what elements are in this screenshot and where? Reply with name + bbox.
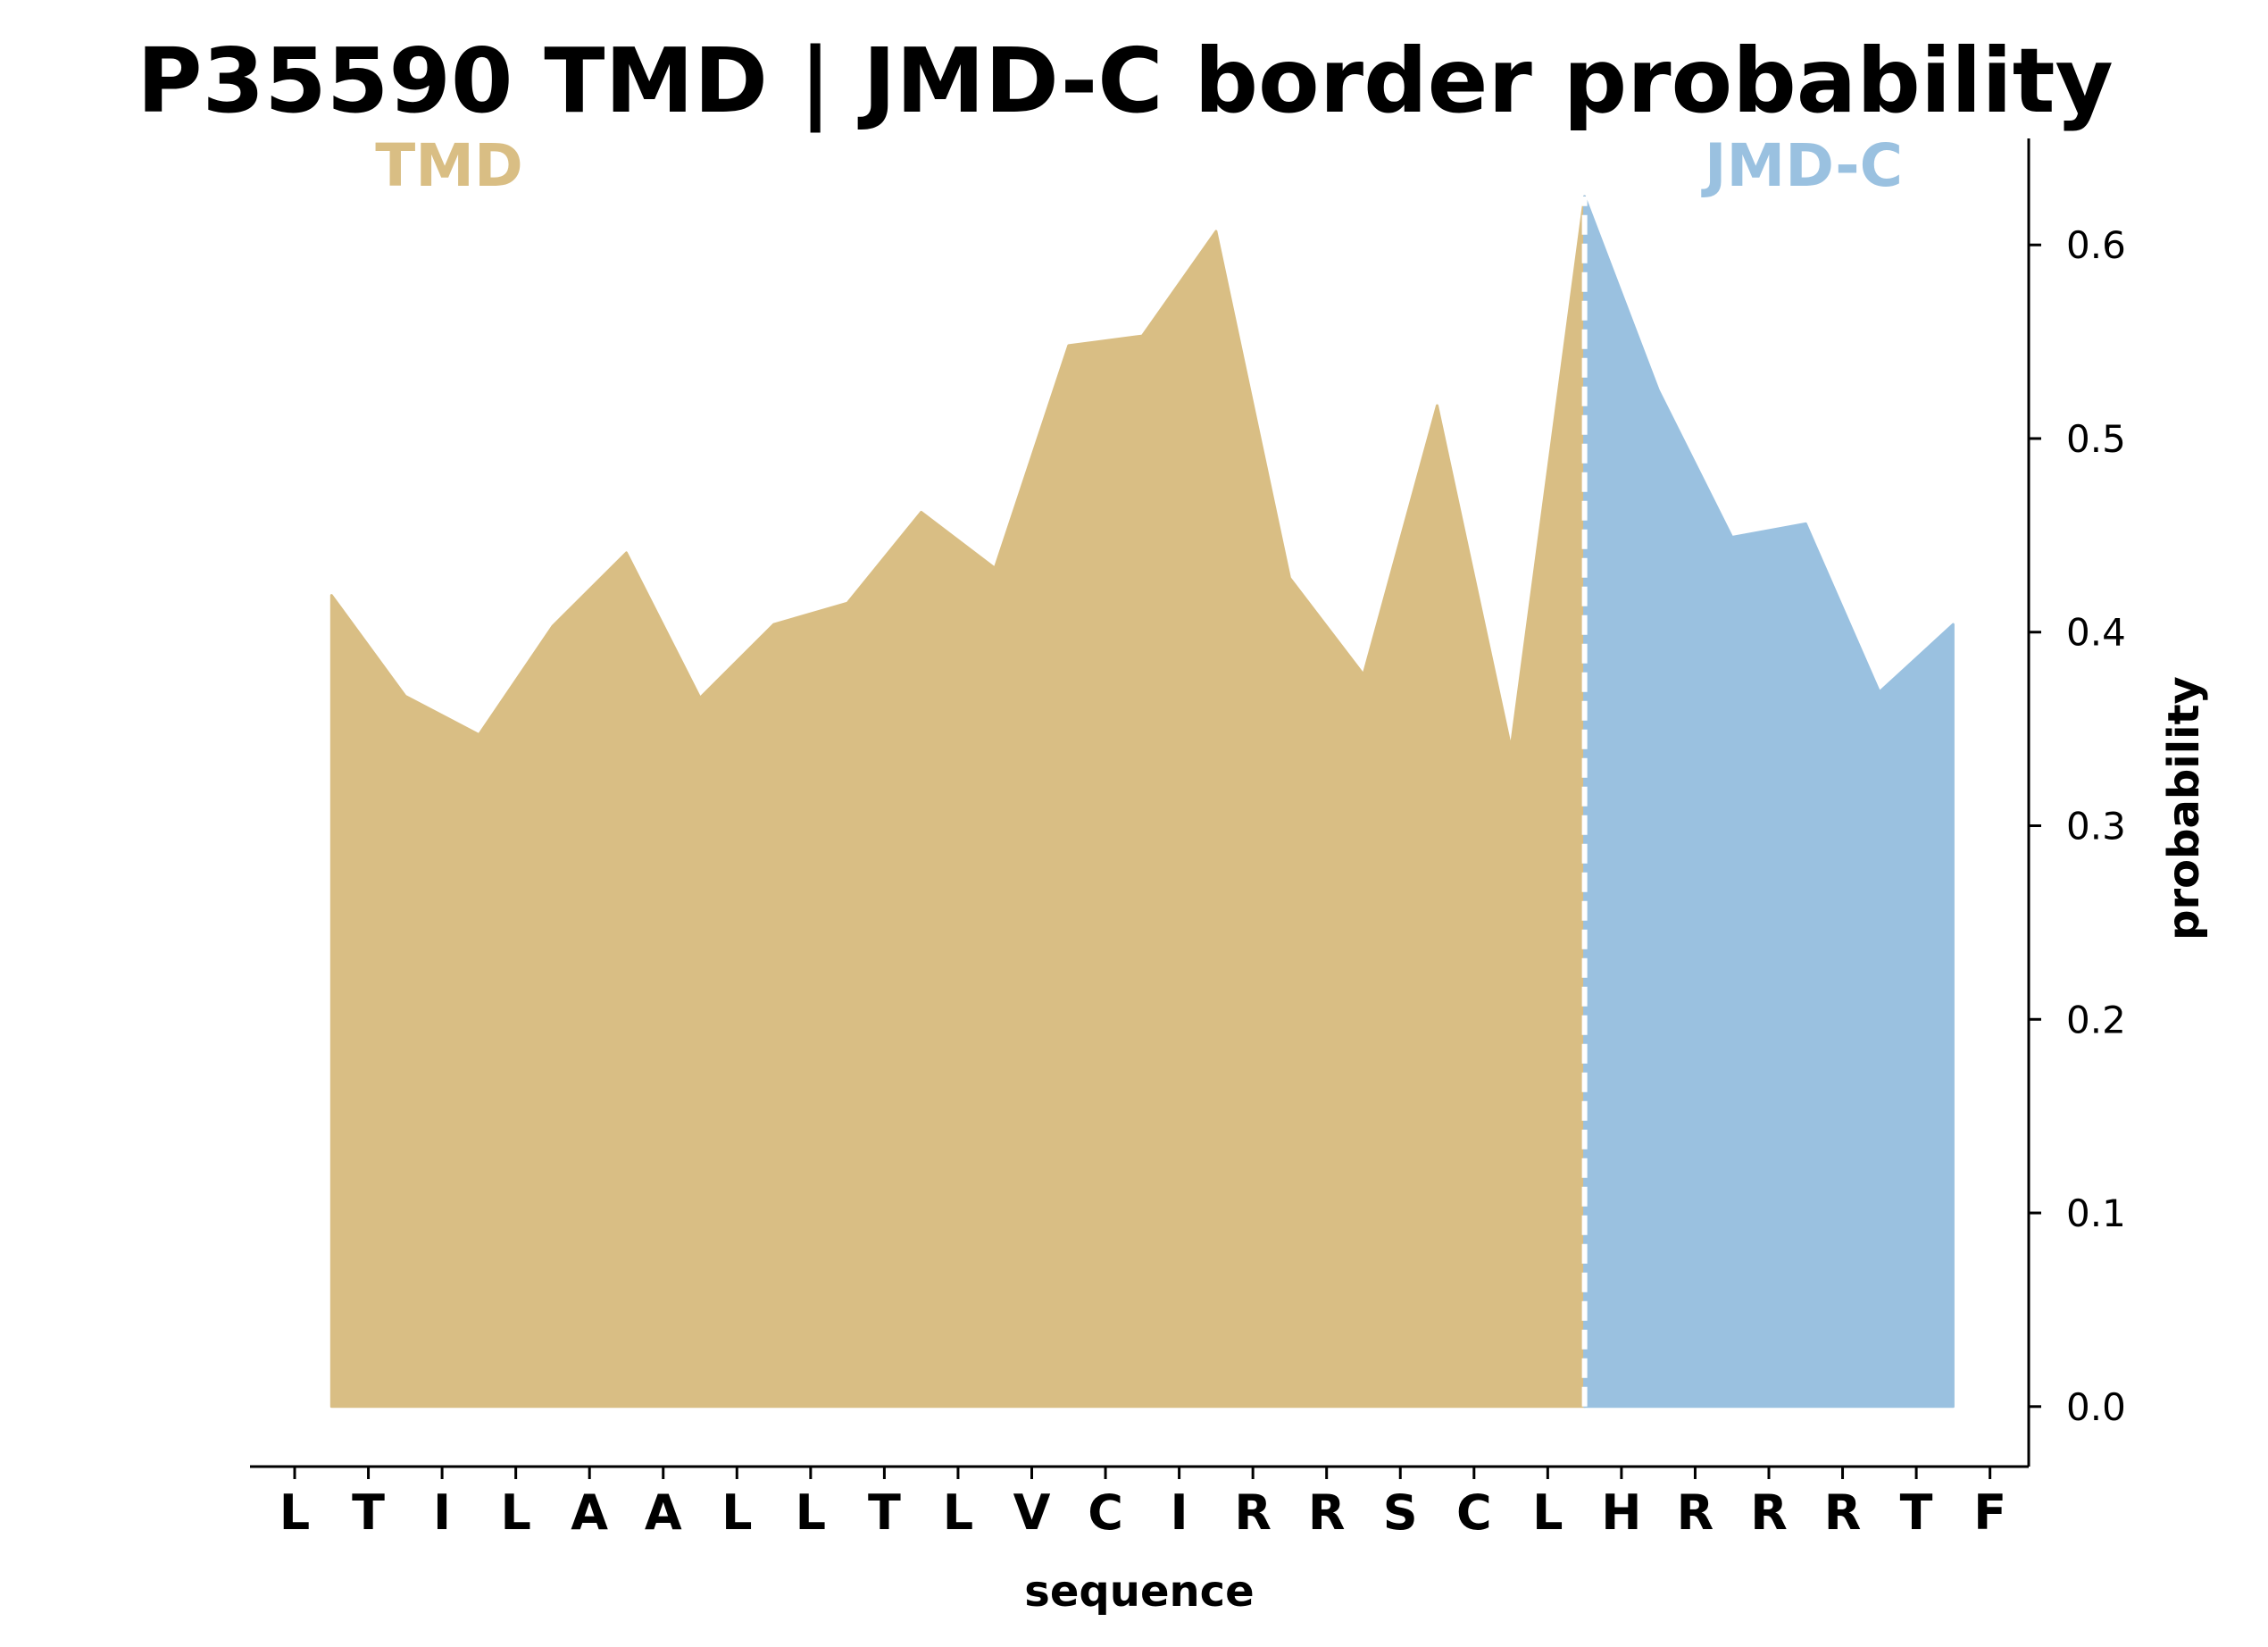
area-jmd-c (1583, 195, 1955, 1409)
area-series-group (329, 195, 1955, 1409)
x-tick-label: L (943, 1484, 973, 1541)
x-tick-label: L (500, 1484, 530, 1541)
y-tick-label: 0.0 (2066, 1385, 2126, 1429)
y-tick-label: 0.2 (2066, 998, 2126, 1041)
area-tmd (329, 195, 1587, 1409)
x-tick-label: I (433, 1484, 451, 1541)
x-tick-label: H (1601, 1484, 1641, 1541)
x-tick-label: R (1308, 1484, 1346, 1541)
y-tick-label: 0.5 (2066, 417, 2126, 461)
x-tick-label: V (1013, 1484, 1051, 1541)
y-tick-label: 0.3 (2066, 805, 2126, 849)
x-tick-label: L (279, 1484, 310, 1541)
x-tick-label: A (571, 1484, 608, 1541)
x-tick-label: R (1824, 1484, 1862, 1541)
y-axis: 0.0 0.1 0.2 0.3 0.4 0.5 0.6 (2027, 138, 2126, 1467)
x-axis-label: sequence (1024, 1567, 1254, 1617)
x-tick-label: R (1750, 1484, 1788, 1541)
x-tick-label: T (1900, 1484, 1933, 1541)
x-tick-label: L (1532, 1484, 1563, 1541)
region-label-tmd: TMD (375, 131, 522, 200)
x-tick-label: T (868, 1484, 901, 1541)
x-tick-label: C (1456, 1484, 1492, 1541)
x-tick-label: F (1973, 1484, 2006, 1541)
x-tick-label: R (1677, 1484, 1714, 1541)
x-tick-label: I (1171, 1484, 1188, 1541)
x-tick-label: A (645, 1484, 682, 1541)
x-tick-label: C (1088, 1484, 1123, 1541)
x-tick-label: R (1234, 1484, 1272, 1541)
y-tick-label: 0.4 (2066, 611, 2126, 655)
x-tick-label: T (352, 1484, 385, 1541)
x-tick-label: L (721, 1484, 752, 1541)
y-tick-label: 0.1 (2066, 1191, 2126, 1235)
y-tick-label: 0.6 (2066, 223, 2126, 267)
x-tick-label: L (796, 1484, 826, 1541)
x-tick-label: S (1383, 1484, 1418, 1541)
chart-title: P35590 TMD | JMD-C border probability (137, 29, 2113, 133)
y-axis-label: probability (2159, 676, 2209, 941)
region-label-jmd-c: JMD-C (1701, 131, 1903, 200)
